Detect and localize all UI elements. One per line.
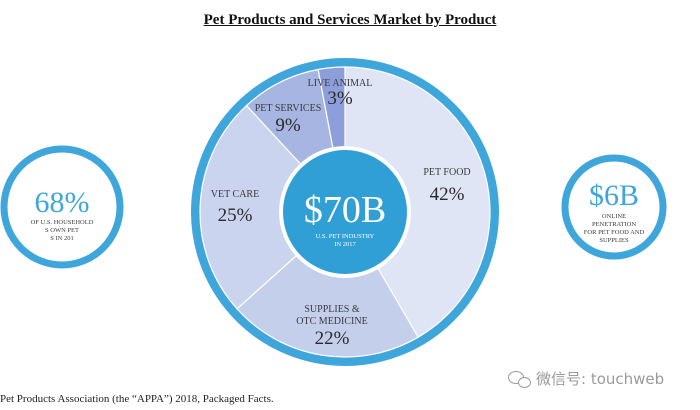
slice-label-supplies-otc-medicine: SUPPLIES & OTC MEDICINE	[296, 304, 367, 327]
households-stat-caption: OF U.S. HOUSEHOLD S OWN PET S IN 201	[31, 219, 94, 242]
pie-slice-pet-food	[344, 66, 491, 339]
slice-value-vet-care: 25%	[218, 205, 253, 226]
pie-slice-supplies-otc-medicine	[236, 211, 419, 358]
slice-label-live-animal: LIVE ANIMAL	[308, 78, 373, 89]
outer-ring	[191, 58, 499, 366]
slice-label-vet-care: VET CARE	[211, 189, 259, 200]
chart-title: Pet Products and Services Market by Prod…	[203, 12, 497, 28]
slice-label-pet-food: PET FOOD	[423, 167, 470, 178]
online-stat-caption: ONLINE PENETRATION FOR PET FOOD AND SUPPLIE…	[584, 213, 645, 244]
watermark-text: 微信号: touchweb	[536, 370, 665, 388]
source-footnote: Pet Products Association (the “APPA”) 20…	[0, 393, 274, 405]
households-stat-value: 68%	[35, 186, 90, 219]
online-stat-value: $6B	[589, 179, 639, 212]
center-caption: U.S. PET INDUSTRY IN 2017	[316, 233, 375, 248]
wechat-icon	[508, 370, 532, 388]
slice-value-live-animal: 3%	[327, 88, 353, 109]
center-value: $70B	[304, 189, 386, 231]
watermark: 微信号: touchweb	[508, 368, 664, 389]
pie-slice-vet-care	[199, 104, 346, 310]
slice-value-pet-services: 9%	[275, 115, 301, 136]
slice-label-pet-services: PET SERVICES	[255, 103, 322, 114]
households-stat-ring	[0, 145, 124, 269]
online-stat-ring	[561, 154, 667, 260]
slice-value-supplies-otc-medicine: 22%	[315, 328, 350, 349]
center-circle	[283, 150, 407, 274]
slice-value-pet-food: 42%	[430, 184, 465, 205]
